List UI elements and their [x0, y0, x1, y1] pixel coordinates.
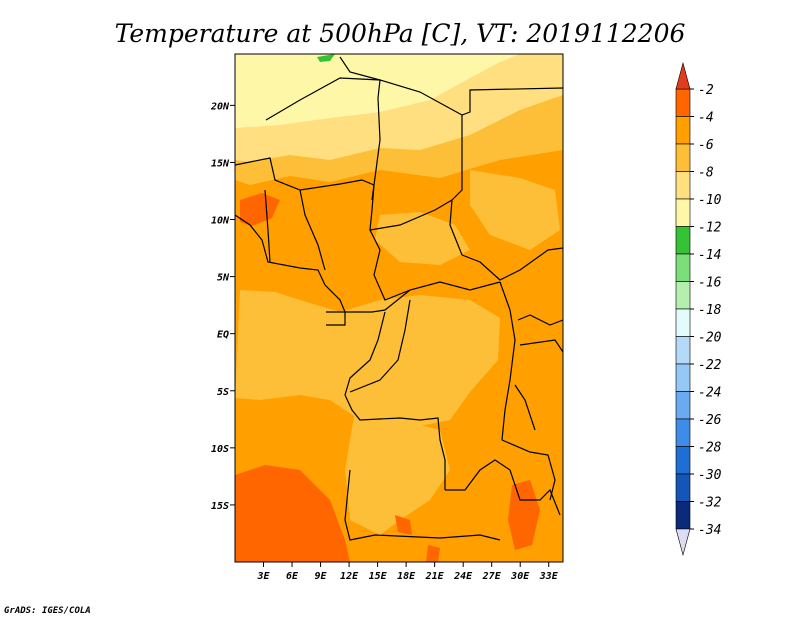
colorbar-level-label: -28	[698, 441, 722, 456]
colorbar-level-label: -18	[698, 303, 722, 318]
colorbar-bin	[675, 363, 691, 392]
temperature-field	[235, 54, 563, 562]
country-borders	[235, 56, 563, 541]
x-tick-label: 18E	[397, 571, 416, 582]
y-tick-label: 5S	[217, 387, 229, 398]
border-nigeria	[264, 189, 326, 271]
colorbar-level-label: -12	[698, 221, 722, 236]
border-sahel-2	[369, 184, 411, 301]
border-sahel-3	[369, 199, 453, 231]
colorbar-bin	[675, 336, 691, 365]
map-frame	[234, 53, 564, 563]
field-southeast-minus-2	[508, 480, 540, 550]
border-congo-river	[349, 299, 411, 393]
colorbar-bin	[675, 308, 691, 337]
field-west-minus-2	[240, 193, 280, 226]
colorbar-bin	[675, 501, 691, 530]
credit-label: GrADS: IGES/COLA	[4, 606, 91, 616]
colorbar-level-label: -16	[698, 276, 722, 291]
field-south2-minus-2	[426, 545, 440, 562]
chart-title: Temperature at 500hPa [C], VT: 201911220…	[115, 19, 686, 48]
border-east-1	[499, 281, 516, 441]
field-band-minus-12	[235, 54, 520, 128]
colorbar-bin	[675, 116, 691, 145]
colorbar-level-label: -4	[698, 111, 714, 126]
border-central-2	[326, 311, 386, 396]
border-sahel-4	[461, 247, 563, 281]
colorbar-bin	[675, 281, 691, 310]
border-south-2	[445, 459, 561, 516]
x-axis: 3E 6E 9E 12E 15E 18E 21E 24E 27E 30E 33E	[256, 562, 559, 582]
field-south-minus-2	[395, 515, 412, 535]
x-tick-label: 12E	[340, 571, 359, 582]
y-axis: 20N 15N 10N 5N EQ 5S 10S 15S	[210, 101, 235, 512]
x-tick-label: 27E	[482, 571, 502, 582]
colorbar-bin	[675, 253, 691, 282]
x-tick-label: 3E	[256, 571, 270, 582]
colorbar-over-triangle	[675, 61, 691, 90]
colorbar-bin	[675, 198, 691, 227]
x-tick-label: 21E	[425, 571, 445, 582]
border-south-3	[344, 469, 501, 541]
colorbar-bin	[675, 473, 691, 502]
colorbar-level-label: -32	[698, 496, 722, 511]
x-tick-label: 24E	[453, 571, 473, 582]
border-south-4	[501, 439, 556, 501]
colorbar-bin	[675, 418, 691, 447]
colorbar-level-label: -30	[698, 468, 722, 483]
y-tick-label: 10S	[211, 444, 229, 455]
colorbar-bin	[675, 88, 691, 117]
border-central-1	[324, 281, 501, 313]
colorbar-bin	[675, 171, 691, 200]
colorbar-level-label: -6	[698, 138, 714, 153]
colorbar-level-label: -14	[698, 248, 721, 263]
field-southwest-minus-2	[235, 465, 350, 562]
field-band-minus-14	[317, 54, 335, 62]
y-tick-label: 15S	[211, 501, 229, 512]
colorbar-level-label: -34	[698, 523, 721, 538]
y-tick-label: EQ	[217, 330, 229, 341]
field-basin-minus-8-south	[345, 410, 450, 535]
colorbar-level-label: -22	[698, 358, 722, 373]
colorbar-level-label: -24	[698, 386, 721, 401]
border-west-coast	[235, 214, 326, 286]
x-tick-label: 15E	[369, 571, 388, 582]
border-south-1	[344, 394, 446, 490]
colorbar-bin	[675, 446, 691, 475]
colorbar-level-label: -20	[698, 331, 722, 346]
colorbar-level-label: -8	[698, 166, 714, 181]
x-tick-label: 30E	[510, 571, 530, 582]
colorbar-bin	[675, 226, 691, 255]
y-tick-label: 5N	[217, 273, 230, 284]
border-east-lakes	[514, 314, 563, 431]
colorbar: -2 -4 -6 -8 -10 -12 -14 -16 -18 -20 -22 -24 -26 -28 -3…	[675, 61, 722, 557]
border-north-2	[339, 56, 563, 116]
x-tick-label: 33E	[539, 571, 559, 582]
field-east-minus-8	[470, 170, 560, 250]
y-tick-label: 20N	[210, 101, 230, 112]
border-north-1	[265, 77, 381, 201]
y-tick-label: 15N	[211, 158, 230, 169]
y-tick-label: 10N	[211, 216, 230, 227]
colorbar-level-label: -2	[698, 83, 714, 98]
colorbar-bin	[675, 143, 691, 172]
colorbar-level-label: -10	[698, 193, 722, 208]
field-basin-minus-8	[235, 290, 500, 430]
colorbar-bin	[675, 391, 691, 420]
colorbar-under-triangle	[675, 528, 691, 557]
x-tick-label: 6E	[286, 571, 299, 582]
colorbar-level-label: -26	[698, 413, 722, 428]
x-tick-label: 9E	[315, 571, 328, 582]
